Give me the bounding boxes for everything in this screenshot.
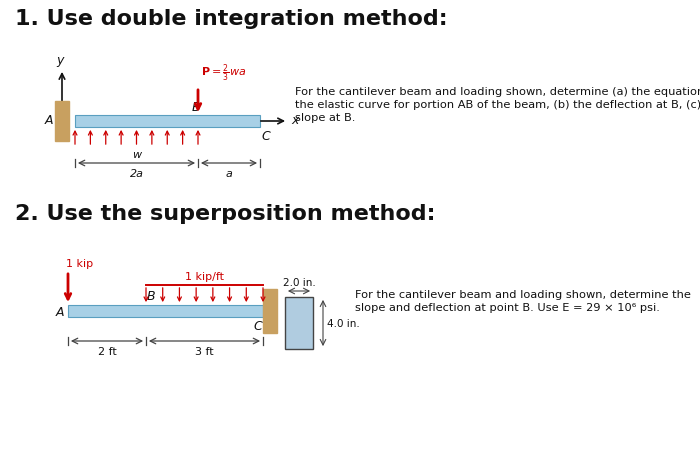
Text: w: w [132, 150, 141, 160]
Text: C: C [261, 130, 270, 143]
Text: $\mathbf{P} = \frac{2}{3}wa$: $\mathbf{P} = \frac{2}{3}wa$ [201, 62, 246, 84]
Text: 2a: 2a [130, 169, 144, 179]
Bar [285, 297, 313, 349]
Text: the elastic curve for portion AB of the beam, (b) the deflection at B, (c) the: the elastic curve for portion AB of the … [295, 100, 700, 110]
Text: C: C [253, 319, 262, 332]
Text: A: A [45, 114, 53, 127]
Text: 1 kip/ft: 1 kip/ft [185, 272, 224, 281]
Text: slope and deflection at point B. Use E = 29 × 10⁶ psi.: slope and deflection at point B. Use E =… [355, 302, 660, 312]
Text: 2. Use the superposition method:: 2. Use the superposition method: [15, 203, 435, 224]
Text: 3 ft: 3 ft [195, 346, 214, 356]
Text: 2.0 in.: 2.0 in. [283, 277, 316, 287]
Text: 1. Use double integration method:: 1. Use double integration method: [15, 9, 447, 29]
Text: y: y [56, 54, 64, 67]
Bar [263, 290, 277, 333]
Text: B: B [192, 101, 200, 114]
Text: 4.0 in.: 4.0 in. [327, 318, 360, 328]
Text: 1 kip: 1 kip [66, 258, 93, 268]
Text: a: a [225, 169, 232, 179]
Text: A: A [55, 305, 64, 318]
Text: B: B [147, 290, 155, 302]
Text: slope at B.: slope at B. [295, 113, 356, 123]
Text: 2 ft: 2 ft [97, 346, 116, 356]
Bar [68, 305, 263, 318]
Bar [55, 102, 69, 142]
Bar [75, 116, 260, 128]
Text: For the cantilever beam and loading shown, determine the: For the cantilever beam and loading show… [355, 290, 691, 299]
Text: For the cantilever beam and loading shown, determine (a) the equation of: For the cantilever beam and loading show… [295, 87, 700, 97]
Text: x: x [291, 114, 298, 127]
